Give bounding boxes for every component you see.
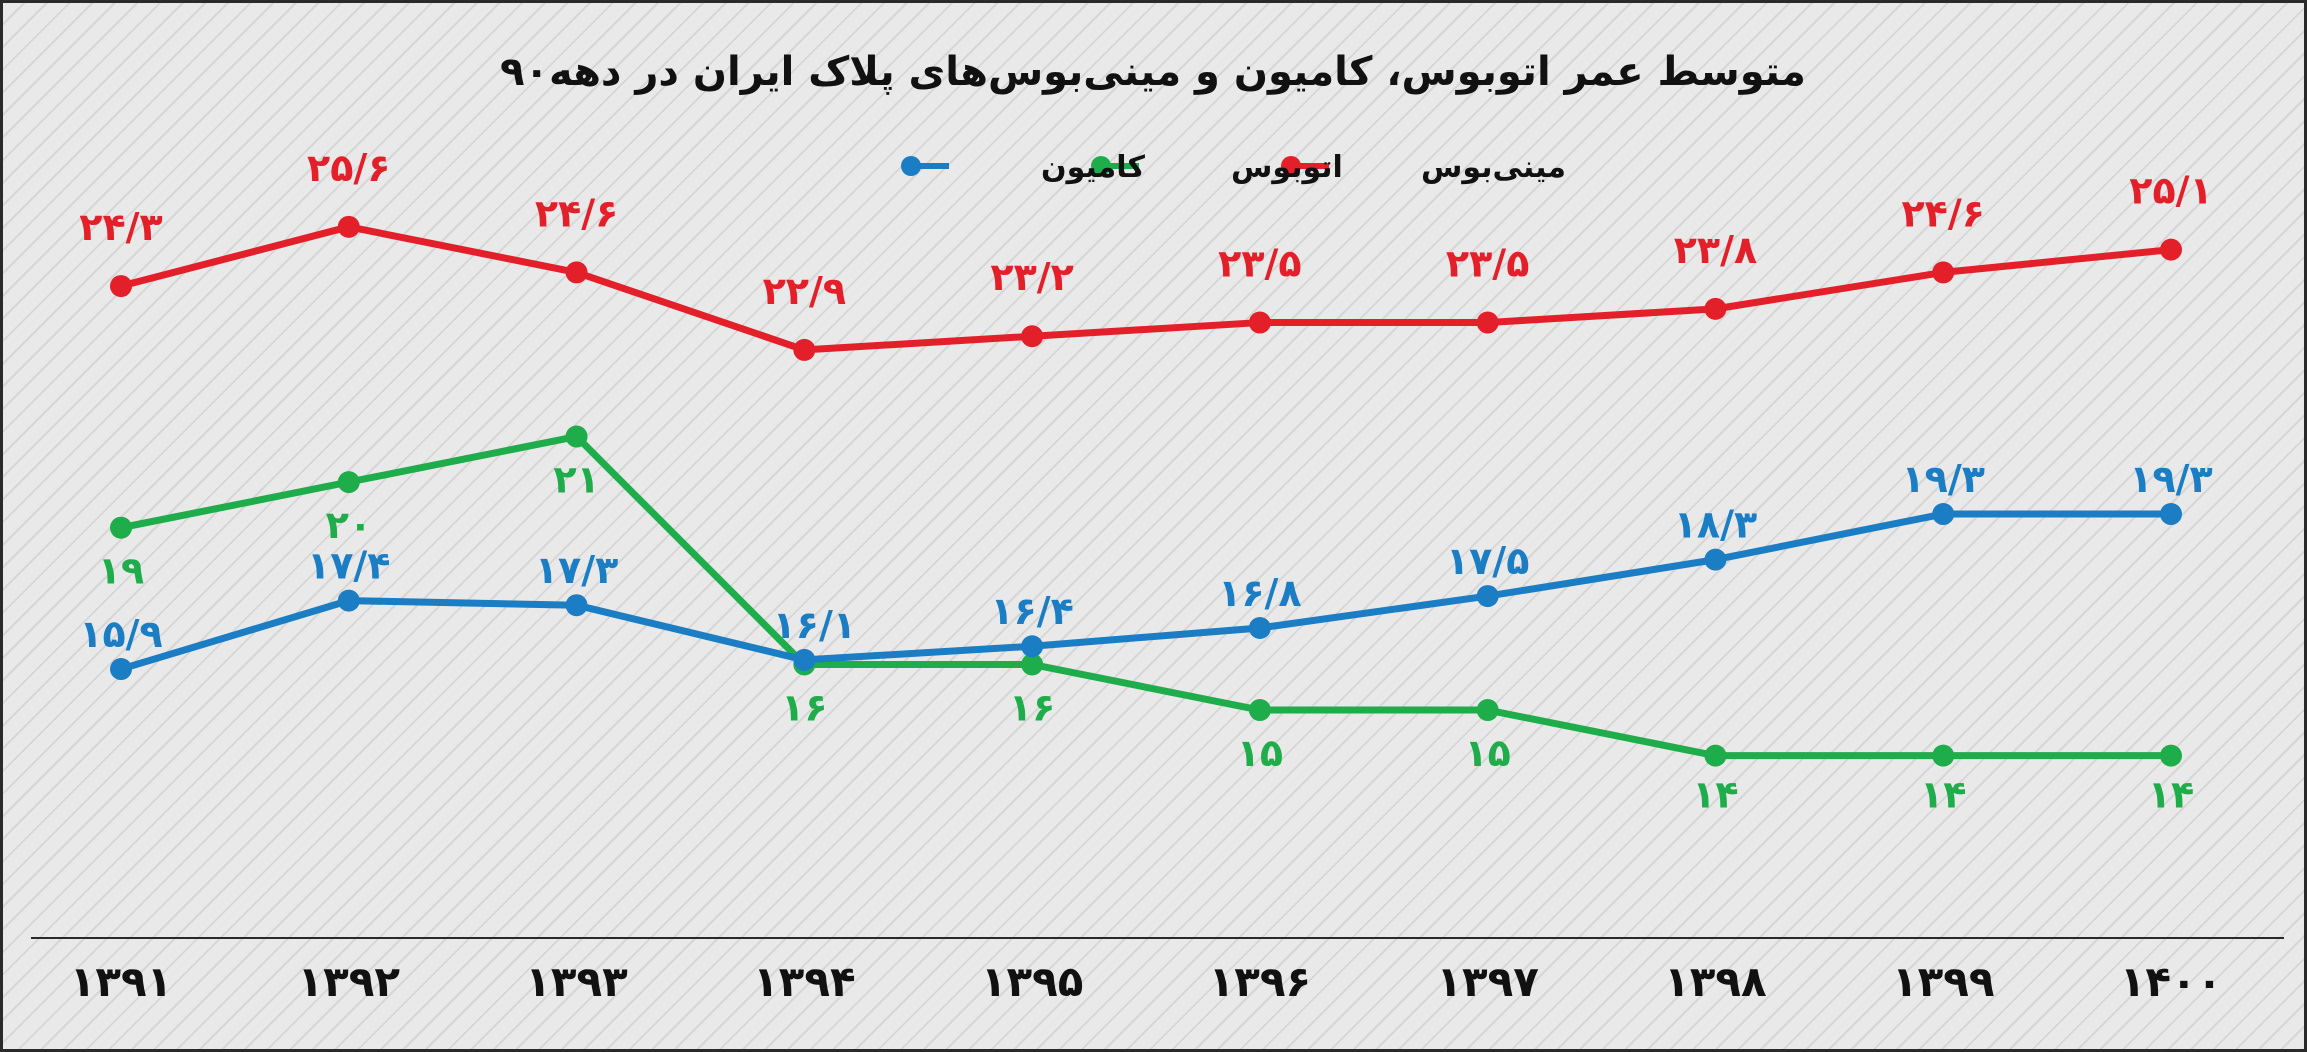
data-label: ۲۰	[326, 503, 372, 547]
data-label: ۱۴	[1692, 773, 1738, 817]
data-label: ۲۳/۸	[1674, 228, 1757, 272]
data-label: ۱۹/۳	[1901, 457, 1984, 501]
series-line	[117, 510, 2175, 673]
data-label: ۲۵/۱	[2129, 169, 2212, 213]
data-label: ۱۷/۵	[1446, 539, 1529, 583]
legend: مینی‌بوس اتوبوس کامیون	[901, 150, 1566, 185]
series-line	[117, 433, 2175, 760]
data-point	[565, 594, 588, 617]
data-point	[1476, 585, 1499, 608]
data-label: ۱۷/۴	[307, 544, 390, 588]
x-tick-label: ۱۳۹۸	[1664, 957, 1767, 1006]
data-label: ۱۶/۱	[773, 603, 856, 647]
data-label: ۱۴	[2148, 773, 2194, 817]
series: ۱۵/۹ ۱۷/۴ ۱۷/۳ ۱۶/۱ ۱۶/۴ ۱۶/۸ ۱۷/۵ ۱۸/۳ ۱۹/۳ ۱۹/۳	[79, 457, 2213, 681]
data-point	[2160, 238, 2182, 261]
data-point	[793, 338, 816, 361]
data-point	[337, 471, 360, 494]
data-point	[1932, 503, 1955, 526]
x-tick-label: ۱۳۹۱	[70, 957, 173, 1006]
legend-label: کامیون	[1041, 150, 1145, 185]
data-label: ۲۱	[553, 458, 599, 502]
data-point	[1248, 311, 1271, 334]
data-label: ۲۳/۵	[1446, 242, 1529, 286]
data-point	[1704, 297, 1727, 320]
data-label: ۱۵	[1237, 731, 1283, 775]
x-tick-label: ۱۴۰۰	[2120, 957, 2223, 1006]
legend-marker	[901, 156, 921, 176]
x-tick-label: ۱۳۹۲	[298, 957, 401, 1006]
legend-marker	[1091, 156, 1111, 176]
data-point	[2160, 503, 2182, 526]
data-label: ۱۷/۳	[535, 548, 618, 592]
data-point	[2160, 744, 2182, 767]
data-point	[110, 658, 132, 681]
series: ۲۴/۳ ۲۵/۶ ۲۴/۶ ۲۲/۹ ۲۳/۲ ۲۳/۵ ۲۳/۵ ۲۳/۸ ۲۴/۶ ۲۵/۱	[79, 146, 2213, 361]
legend-marker	[1281, 156, 1301, 176]
legend-item: اتوبوس	[1091, 150, 1343, 185]
data-label: ۱۶/۴	[990, 589, 1073, 633]
data-label: ۱۶	[1009, 685, 1055, 729]
data-point	[1476, 311, 1499, 334]
data-point	[1704, 744, 1727, 767]
series-layer: ۲۴/۳ ۲۵/۶ ۲۴/۶ ۲۲/۹ ۲۳/۲ ۲۳/۵ ۲۳/۵ ۲۳/۸ ۲۴/۶ ۲۵/۱…	[79, 146, 2212, 817]
x-tick-label: ۱۳۹۳	[525, 957, 628, 1006]
data-label: ۱۹	[98, 549, 144, 593]
legend-label: مینی‌بوس	[1421, 150, 1566, 185]
data-label: ۱۶/۸	[1218, 571, 1301, 615]
data-point	[1932, 261, 1955, 284]
data-label: ۲۴/۶	[535, 191, 618, 235]
data-point	[1248, 699, 1271, 722]
data-point	[1021, 325, 1044, 348]
data-label: ۲۲/۹	[763, 269, 846, 313]
legend-label: اتوبوس	[1231, 150, 1343, 185]
data-point	[1021, 653, 1044, 676]
data-label: ۲۵/۶	[307, 146, 390, 190]
data-label: ۲۳/۲	[990, 255, 1073, 299]
chart-title: متوسط عمر اتوبوس، کامیون و مینی‌بوس‌های …	[500, 49, 1806, 95]
line-chart: متوسط عمر اتوبوس، کامیون و مینی‌بوس‌های …	[31, 49, 2284, 1006]
data-label: ۱۹/۳	[2129, 457, 2212, 501]
data-point	[337, 215, 360, 238]
x-tick-label: ۱۳۹۵	[981, 957, 1084, 1006]
legend-item: کامیون	[901, 150, 1145, 185]
data-point	[1248, 617, 1271, 639]
x-axis-ticks: ۱۳۹۱ ۱۳۹۲ ۱۳۹۳ ۱۳۹۴ ۱۳۹۵ ۱۳۹۶ ۱۳۹۷ ۱۳۹۸ ۱۳۹۹ ۱۴۰۰	[70, 957, 2223, 1006]
series: ۱۹ ۲۰ ۲۱ ۱۶ ۱۶ ۱۵ ۱۵ ۱۴ ۱۴ ۱۴	[98, 425, 2194, 817]
x-tick-label: ۱۳۹۴	[753, 957, 856, 1006]
legend-item: مینی‌بوس	[1281, 150, 1566, 185]
data-point	[565, 261, 588, 284]
data-point	[1021, 635, 1044, 658]
data-label: ۱۴	[1920, 773, 1966, 817]
data-label: ۲۳/۵	[1218, 242, 1301, 286]
data-label: ۲۴/۶	[1901, 191, 1984, 235]
data-label: ۱۵/۹	[79, 612, 162, 656]
data-point	[1704, 548, 1727, 571]
data-label: ۱۶	[781, 685, 827, 729]
data-label: ۱۸/۳	[1674, 503, 1757, 547]
series-line	[117, 223, 2175, 354]
data-point	[793, 648, 816, 671]
data-point	[337, 589, 360, 612]
data-point	[110, 275, 132, 298]
data-point	[1476, 699, 1499, 722]
x-tick-label: ۱۳۹۶	[1209, 957, 1312, 1006]
data-point	[1932, 744, 1955, 767]
data-label: ۱۵	[1464, 731, 1510, 775]
data-point	[110, 516, 132, 539]
data-label: ۲۴/۳	[79, 205, 162, 249]
x-tick-label: ۱۳۹۷	[1436, 957, 1539, 1006]
x-tick-label: ۱۳۹۹	[1892, 957, 1995, 1006]
data-point	[565, 425, 588, 448]
